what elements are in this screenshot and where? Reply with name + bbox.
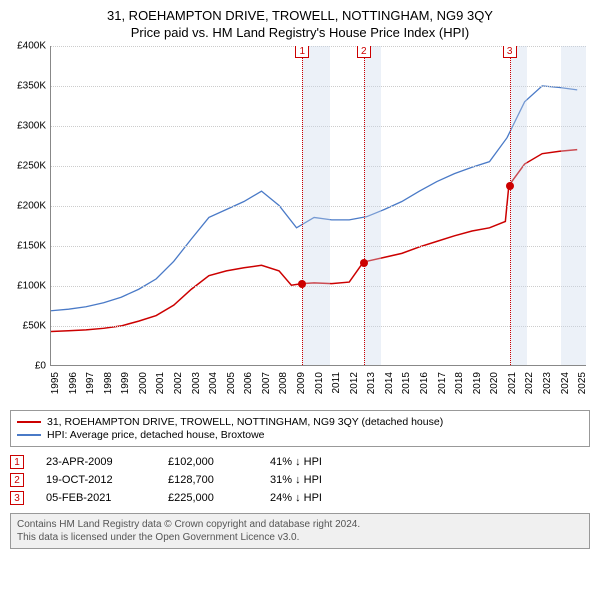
legend-swatch <box>17 434 41 436</box>
x-tick-label: 2003 <box>191 372 202 394</box>
x-tick-label: 1997 <box>85 372 96 394</box>
transaction-diff: 24% ↓ HPI <box>270 492 380 504</box>
x-tick-label: 1998 <box>103 372 114 394</box>
legend: 31, ROEHAMPTON DRIVE, TROWELL, NOTTINGHA… <box>10 410 590 447</box>
y-tick-label: £50K <box>23 321 46 332</box>
transaction-row: 2 19-OCT-2012 £128,700 31% ↓ HPI <box>10 473 590 487</box>
x-tick-label: 2024 <box>560 372 571 394</box>
chart-title: 31, ROEHAMPTON DRIVE, TROWELL, NOTTINGHA… <box>10 8 590 23</box>
transaction-price: £102,000 <box>168 456 248 468</box>
chart-container: 31, ROEHAMPTON DRIVE, TROWELL, NOTTINGHA… <box>0 0 600 559</box>
x-tick-label: 2007 <box>261 372 272 394</box>
plot-area: 1 2 3 <box>50 46 586 366</box>
transaction-date: 05-FEB-2021 <box>46 492 146 504</box>
x-tick-label: 2017 <box>437 372 448 394</box>
title-block: 31, ROEHAMPTON DRIVE, TROWELL, NOTTINGHA… <box>10 8 590 40</box>
transaction-date: 19-OCT-2012 <box>46 474 146 486</box>
x-tick-label: 2023 <box>542 372 553 394</box>
legend-label: HPI: Average price, detached house, Brox… <box>47 429 265 441</box>
transaction-row: 1 23-APR-2009 £102,000 41% ↓ HPI <box>10 455 590 469</box>
x-tick-label: 2025 <box>577 372 588 394</box>
x-tick-label: 2002 <box>173 372 184 394</box>
x-axis: 1995 1996 1997 1998 1999 2000 2001 2002 2003 2004… <box>50 370 586 404</box>
x-tick-label: 2001 <box>155 372 166 394</box>
marker-dot <box>506 182 514 190</box>
x-tick-label: 1996 <box>68 372 79 394</box>
x-tick-label: 2005 <box>226 372 237 394</box>
x-tick-label: 2015 <box>401 372 412 394</box>
marker-dot <box>298 280 306 288</box>
marker-box: 3 <box>503 46 517 58</box>
transaction-marker: 2 <box>10 473 24 487</box>
x-tick-label: 2022 <box>524 372 535 394</box>
y-tick-label: £400K <box>17 41 46 52</box>
legend-item: 31, ROEHAMPTON DRIVE, TROWELL, NOTTINGHA… <box>17 416 583 428</box>
x-tick-label: 2012 <box>349 372 360 394</box>
y-tick-label: £250K <box>17 161 46 172</box>
x-tick-label: 2020 <box>489 372 500 394</box>
x-tick-label: 2004 <box>208 372 219 394</box>
transactions-table: 1 23-APR-2009 £102,000 41% ↓ HPI 2 19-OC… <box>10 455 590 505</box>
y-tick-label: £100K <box>17 281 46 292</box>
transaction-diff: 41% ↓ HPI <box>270 456 380 468</box>
legend-label: 31, ROEHAMPTON DRIVE, TROWELL, NOTTINGHA… <box>47 416 443 428</box>
marker-box: 1 <box>295 46 309 58</box>
x-tick-label: 1995 <box>50 372 61 394</box>
y-tick-label: £350K <box>17 81 46 92</box>
chart-area: £0£50K£100K£150K£200K£250K£300K£350K£400… <box>50 46 586 366</box>
transaction-marker: 3 <box>10 491 24 505</box>
legend-item: HPI: Average price, detached house, Brox… <box>17 429 583 441</box>
chart-subtitle: Price paid vs. HM Land Registry's House … <box>10 25 590 40</box>
x-tick-label: 2010 <box>314 372 325 394</box>
x-tick-label: 2021 <box>507 372 518 394</box>
x-tick-label: 2000 <box>138 372 149 394</box>
transaction-marker: 1 <box>10 455 24 469</box>
footer-line: This data is licensed under the Open Gov… <box>17 531 583 544</box>
transaction-row: 3 05-FEB-2021 £225,000 24% ↓ HPI <box>10 491 590 505</box>
x-tick-label: 2011 <box>331 372 342 394</box>
x-tick-label: 2013 <box>366 372 377 394</box>
x-tick-label: 2018 <box>454 372 465 394</box>
y-axis: £0£50K£100K£150K£200K£250K£300K£350K£400… <box>10 46 48 366</box>
legend-swatch <box>17 421 41 423</box>
transaction-price: £225,000 <box>168 492 248 504</box>
footer-line: Contains HM Land Registry data © Crown c… <box>17 518 583 531</box>
transaction-diff: 31% ↓ HPI <box>270 474 380 486</box>
y-tick-label: £150K <box>17 241 46 252</box>
x-tick-label: 2019 <box>472 372 483 394</box>
marker-box: 2 <box>357 46 371 58</box>
marker-dot <box>360 259 368 267</box>
transaction-date: 23-APR-2009 <box>46 456 146 468</box>
x-tick-label: 2009 <box>296 372 307 394</box>
x-tick-label: 2016 <box>419 372 430 394</box>
x-tick-label: 1999 <box>120 372 131 394</box>
y-tick-label: £200K <box>17 201 46 212</box>
footer-attribution: Contains HM Land Registry data © Crown c… <box>10 513 590 549</box>
transaction-price: £128,700 <box>168 474 248 486</box>
x-tick-label: 2008 <box>278 372 289 394</box>
y-tick-label: £0 <box>35 361 46 372</box>
x-tick-label: 2006 <box>243 372 254 394</box>
x-tick-label: 2014 <box>384 372 395 394</box>
y-tick-label: £300K <box>17 121 46 132</box>
